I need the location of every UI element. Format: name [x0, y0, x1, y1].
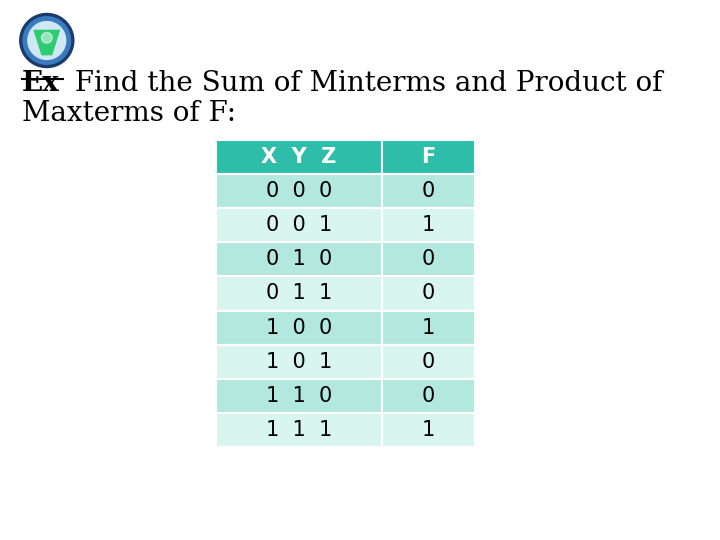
Text: 1  1  1: 1 1 1 [266, 420, 332, 440]
Text: 1  1  0: 1 1 0 [266, 386, 332, 406]
Text: 1: 1 [422, 318, 435, 338]
Text: Maxterms of F:: Maxterms of F: [22, 100, 235, 127]
Text: 0  0  1: 0 0 1 [266, 215, 332, 235]
Text: 1  0  0: 1 0 0 [266, 318, 332, 338]
Text: 0  1  0: 0 1 0 [266, 249, 332, 269]
Text: 1  0  1: 1 0 1 [266, 352, 332, 372]
Polygon shape [33, 30, 60, 56]
Polygon shape [20, 14, 73, 68]
Polygon shape [28, 22, 66, 59]
Text: 0: 0 [422, 249, 435, 269]
Text: Ex: Ex [22, 70, 59, 97]
Text: 1: 1 [422, 215, 435, 235]
Text: F: F [421, 147, 436, 167]
Text: 0  0  0: 0 0 0 [266, 181, 332, 201]
Polygon shape [42, 32, 52, 43]
Polygon shape [23, 17, 71, 64]
Text: 0: 0 [422, 181, 435, 201]
Text: 0: 0 [422, 386, 435, 406]
Text: X  Y  Z: X Y Z [261, 147, 336, 167]
Text: 0: 0 [422, 352, 435, 372]
Text: 0: 0 [422, 284, 435, 303]
Text: 0  1  1: 0 1 1 [266, 284, 332, 303]
Text: Find the Sum of Minterms and Product of: Find the Sum of Minterms and Product of [66, 70, 662, 97]
Text: 1: 1 [422, 420, 435, 440]
